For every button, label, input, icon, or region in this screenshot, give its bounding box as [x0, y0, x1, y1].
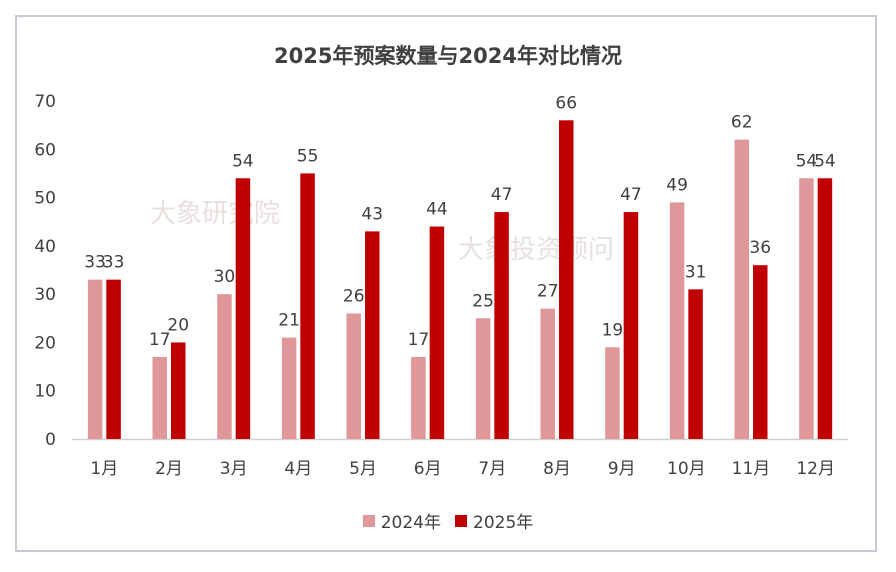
bar-2025	[429, 226, 445, 439]
data-label: 20	[167, 315, 189, 335]
bar-2025	[688, 289, 703, 439]
data-label: 47	[491, 185, 513, 205]
y-tick-label: 20	[34, 333, 56, 353]
bar-2024	[669, 202, 685, 439]
data-label: 54	[232, 151, 254, 171]
data-label: 47	[620, 185, 642, 205]
data-label: 44	[426, 200, 448, 220]
data-label: 33	[84, 253, 106, 273]
y-tick-label: 40	[34, 237, 56, 257]
bar-2024	[734, 139, 749, 439]
bar-2024	[411, 356, 426, 439]
bar-2025	[817, 178, 833, 439]
legend: 2024年 2025年	[0, 508, 896, 533]
data-label: 62	[731, 113, 753, 133]
legend-label-2025: 2025年	[473, 513, 534, 533]
data-label: 43	[361, 204, 383, 224]
legend-swatch-2024	[362, 514, 375, 527]
bar-2025	[106, 279, 121, 439]
x-tick-label: 8月	[543, 459, 571, 479]
legend-item-2025: 2025年	[455, 508, 533, 533]
bar-2024	[799, 178, 814, 439]
y-tick-label: 30	[34, 285, 56, 305]
y-tick-label: 10	[34, 382, 56, 402]
bar-2024	[475, 318, 491, 439]
watermark-text: 大象投资顾问	[458, 235, 614, 265]
bar-2024	[605, 347, 620, 439]
x-tick-label: 12月	[796, 459, 835, 479]
chart-title: 2025年预案数量与2024年对比情况	[274, 44, 622, 68]
data-label: 54	[796, 151, 818, 171]
y-tick-label: 50	[34, 189, 56, 209]
x-tick-label: 3月	[220, 459, 248, 479]
data-label: 27	[537, 282, 559, 302]
data-label: 30	[214, 267, 236, 287]
bar-2024	[152, 356, 167, 439]
data-label: 26	[343, 286, 365, 306]
bar-2024	[346, 313, 361, 439]
x-tick-label: 4月	[284, 459, 312, 479]
legend-swatch-2025	[455, 514, 467, 527]
y-tick-label: 0	[45, 430, 56, 450]
chart-frame	[15, 15, 877, 552]
bar-2025	[494, 212, 509, 439]
legend-label-2024: 2024年	[380, 513, 441, 533]
data-label: 36	[749, 238, 771, 258]
bar-2025	[365, 231, 380, 439]
data-label: 17	[408, 330, 430, 350]
bar-2024	[281, 337, 297, 439]
x-tick-label: 2月	[155, 459, 183, 479]
y-tick-label: 60	[34, 140, 56, 160]
data-label: 33	[103, 253, 125, 273]
x-tick-label: 10月	[667, 459, 706, 479]
watermark-text: 大象研究院	[150, 199, 280, 229]
bar-2025	[623, 212, 639, 439]
bar-2024	[87, 279, 103, 439]
bar-2025	[171, 342, 186, 439]
data-label: 31	[685, 262, 707, 282]
bar-2025	[559, 120, 574, 440]
legend-item-2024: 2024年	[362, 508, 441, 533]
data-label: 55	[297, 146, 319, 166]
bar-2025	[753, 265, 768, 439]
data-label: 21	[278, 311, 300, 331]
x-tick-label: 5月	[349, 459, 377, 479]
data-label: 25	[472, 291, 494, 311]
x-tick-label: 11月	[732, 459, 771, 479]
x-tick-label: 9月	[608, 459, 636, 479]
bar-2025	[235, 178, 251, 439]
data-label: 66	[555, 93, 577, 113]
data-label: 17	[149, 330, 171, 350]
bar-2025	[300, 173, 315, 439]
data-label: 19	[602, 320, 624, 340]
x-tick-label: 6月	[414, 459, 442, 479]
data-label: 49	[666, 175, 688, 195]
x-tick-label: 7月	[478, 459, 506, 479]
x-tick-label: 1月	[90, 459, 118, 479]
bar-2024	[217, 294, 232, 439]
data-label: 54	[814, 151, 836, 171]
y-tick-label: 70	[34, 92, 56, 112]
bar-2024	[540, 308, 555, 439]
